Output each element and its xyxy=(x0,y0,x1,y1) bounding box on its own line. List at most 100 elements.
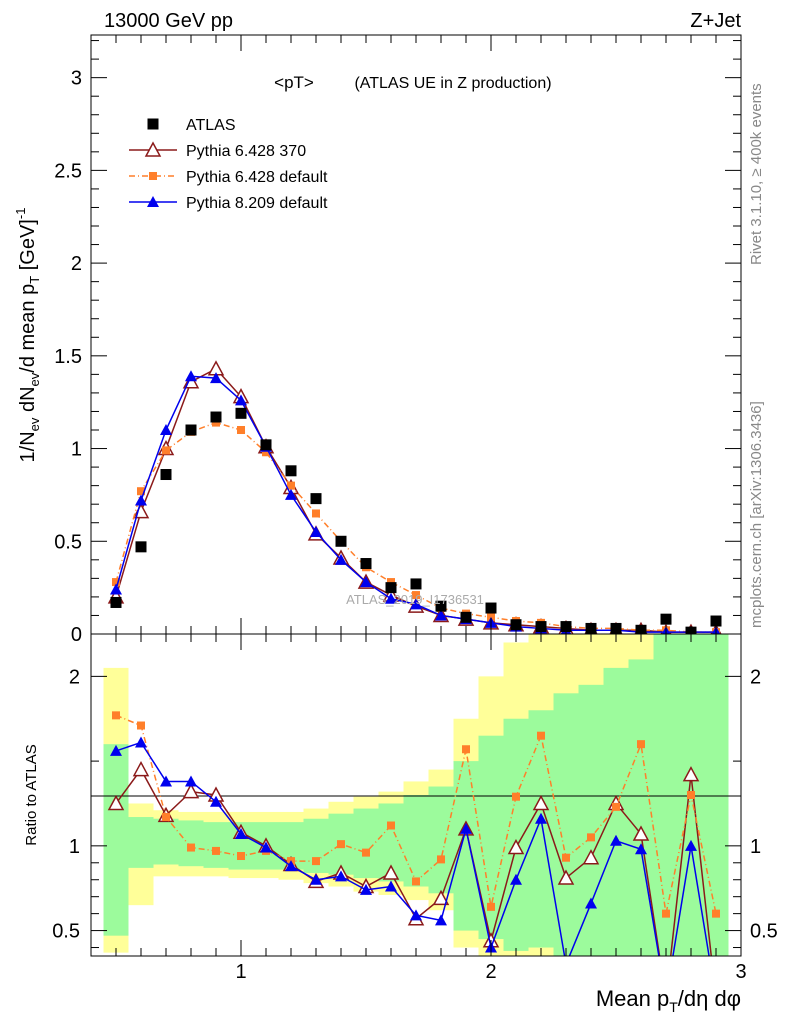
main-y-axis-title: 1/Nev dNev/d mean pT [GeV]-1 xyxy=(13,208,42,463)
main-y-tick-label: 2 xyxy=(71,253,82,275)
band-green xyxy=(128,817,154,868)
pythia8-point xyxy=(435,609,447,621)
band-green xyxy=(403,795,429,887)
band-green xyxy=(653,634,679,956)
pythia6-default-ratio-point xyxy=(337,840,345,849)
pythia6-default-ratio-point xyxy=(637,740,645,749)
pythia6-default-point xyxy=(112,578,120,587)
ratio-series-layer xyxy=(107,711,720,956)
atlas-point xyxy=(485,602,497,614)
band-green xyxy=(203,822,229,868)
band-green xyxy=(603,667,629,956)
pythia8-ratio-point xyxy=(410,909,422,921)
pythia8-point xyxy=(135,494,147,506)
atlas-point xyxy=(110,596,122,608)
legend-label: ATLAS xyxy=(186,117,236,134)
pythia6-default-ratio-point xyxy=(687,791,695,799)
pythia6-default-point xyxy=(212,418,220,427)
legend-pythia6-default-marker xyxy=(149,172,157,180)
header-left: 13000 GeV pp xyxy=(104,10,233,32)
x-tick-label: 3 xyxy=(735,961,746,983)
pythia8-ratio-point xyxy=(110,744,122,756)
atlas-point xyxy=(160,469,172,481)
pythia6-default-point xyxy=(137,487,145,496)
pythia6-default-ratio-point xyxy=(462,745,470,754)
pythia8-ratio-point xyxy=(610,834,622,846)
pythia6-default-ratio-point xyxy=(187,843,195,852)
atlas-point xyxy=(435,600,447,612)
pythia6-default-ratio-point xyxy=(487,902,495,911)
pythia6-370-ratio-point xyxy=(182,783,200,799)
pythia6-default-ratio-point xyxy=(162,813,170,822)
band-green xyxy=(153,818,179,865)
legend-pythia8-marker xyxy=(147,196,159,207)
x-axis-title: Mean pT/dη dφ xyxy=(596,986,741,1015)
pythia8-ratio-point xyxy=(435,914,447,926)
pythia6-370-ratio-point xyxy=(382,864,400,880)
atlas-point xyxy=(285,465,297,477)
ratio-y-tick-label: 1 xyxy=(69,836,80,858)
pythia8-point xyxy=(110,583,122,595)
pythia6-default-ratio-point xyxy=(212,846,220,855)
pythia8-ratio-point xyxy=(310,873,322,885)
atlas-point xyxy=(135,541,147,553)
legend: ATLAS Pythia 6.428 370 Pythia 6.428 defaul… xyxy=(129,117,328,212)
pythia8-ratio-point xyxy=(460,822,472,834)
atlas-point xyxy=(210,411,222,423)
band-green xyxy=(703,634,729,956)
legend-label: Pythia 6.428 default xyxy=(186,169,328,186)
pythia6-default-point xyxy=(162,446,170,455)
pythia6-default-ratio-point xyxy=(512,792,520,801)
atlas-point xyxy=(410,578,422,590)
pythia8-ratio-point xyxy=(510,873,522,885)
pythia8-ratio-point xyxy=(285,860,297,872)
pythia6-default-ratio-point xyxy=(562,853,570,862)
legend-label: Pythia 6.428 370 xyxy=(186,143,306,160)
pythia6-default-point xyxy=(412,591,420,600)
x-tick-label: 2 xyxy=(485,961,496,983)
pythia6-370-ratio-point xyxy=(507,838,525,855)
main-y-tick-label: 1 xyxy=(71,439,82,461)
pythia8-ratio-point xyxy=(360,883,372,895)
atlas-point xyxy=(710,615,722,627)
band-green xyxy=(428,786,454,894)
band-green xyxy=(103,744,129,936)
atlas-point xyxy=(510,619,522,631)
pythia8-point xyxy=(285,488,297,500)
pythia6-default-ratio-point xyxy=(662,909,670,918)
pythia8-ratio-point xyxy=(535,812,547,824)
pythia8-point xyxy=(160,424,172,436)
pythia6-default-ratio-point xyxy=(587,833,595,842)
pythia8-ratio-point xyxy=(135,736,147,748)
main-y-tick-label: 2.5 xyxy=(54,160,82,182)
main-subtitle: (ATLAS UE in Z production) xyxy=(354,75,551,92)
pythia6-370-ratio-point xyxy=(557,869,575,885)
pythia6-370-ratio-point xyxy=(532,794,550,811)
atlas-point xyxy=(185,424,197,436)
atlas-point xyxy=(460,611,472,623)
atlas-point xyxy=(310,493,322,505)
pythia8-ratio-point xyxy=(685,839,697,851)
pythia8-point xyxy=(410,598,422,610)
ratio-y-tick-label-right: 0.5 xyxy=(750,921,778,943)
pythia8-point xyxy=(235,394,247,406)
pythia8-point xyxy=(185,370,197,382)
main-y-tick-label: 0.5 xyxy=(54,531,82,553)
x-tick-label: 1 xyxy=(235,961,246,983)
pythia6-default-ratio-point xyxy=(312,857,320,866)
ratio-y-axis-title: Ratio to ATLAS xyxy=(23,744,40,845)
pythia8-point xyxy=(210,372,222,384)
pythia8-point xyxy=(385,592,397,604)
pythia6-370-ratio-point xyxy=(682,766,700,782)
pythia6-default-point xyxy=(312,509,320,518)
pythia8-ratio-point xyxy=(385,880,397,892)
pythia8-point xyxy=(310,526,322,538)
pythia6-default-point xyxy=(287,481,295,490)
pythia6-default-ratio-point xyxy=(237,852,245,861)
band-green xyxy=(178,820,204,867)
pythia6-default-point xyxy=(387,578,395,587)
pythia8-ratio-point xyxy=(635,843,647,855)
pythia6-default-ratio-point xyxy=(412,877,420,886)
legend-pythia6-370-marker xyxy=(144,141,162,157)
pythia8-point xyxy=(335,553,347,565)
